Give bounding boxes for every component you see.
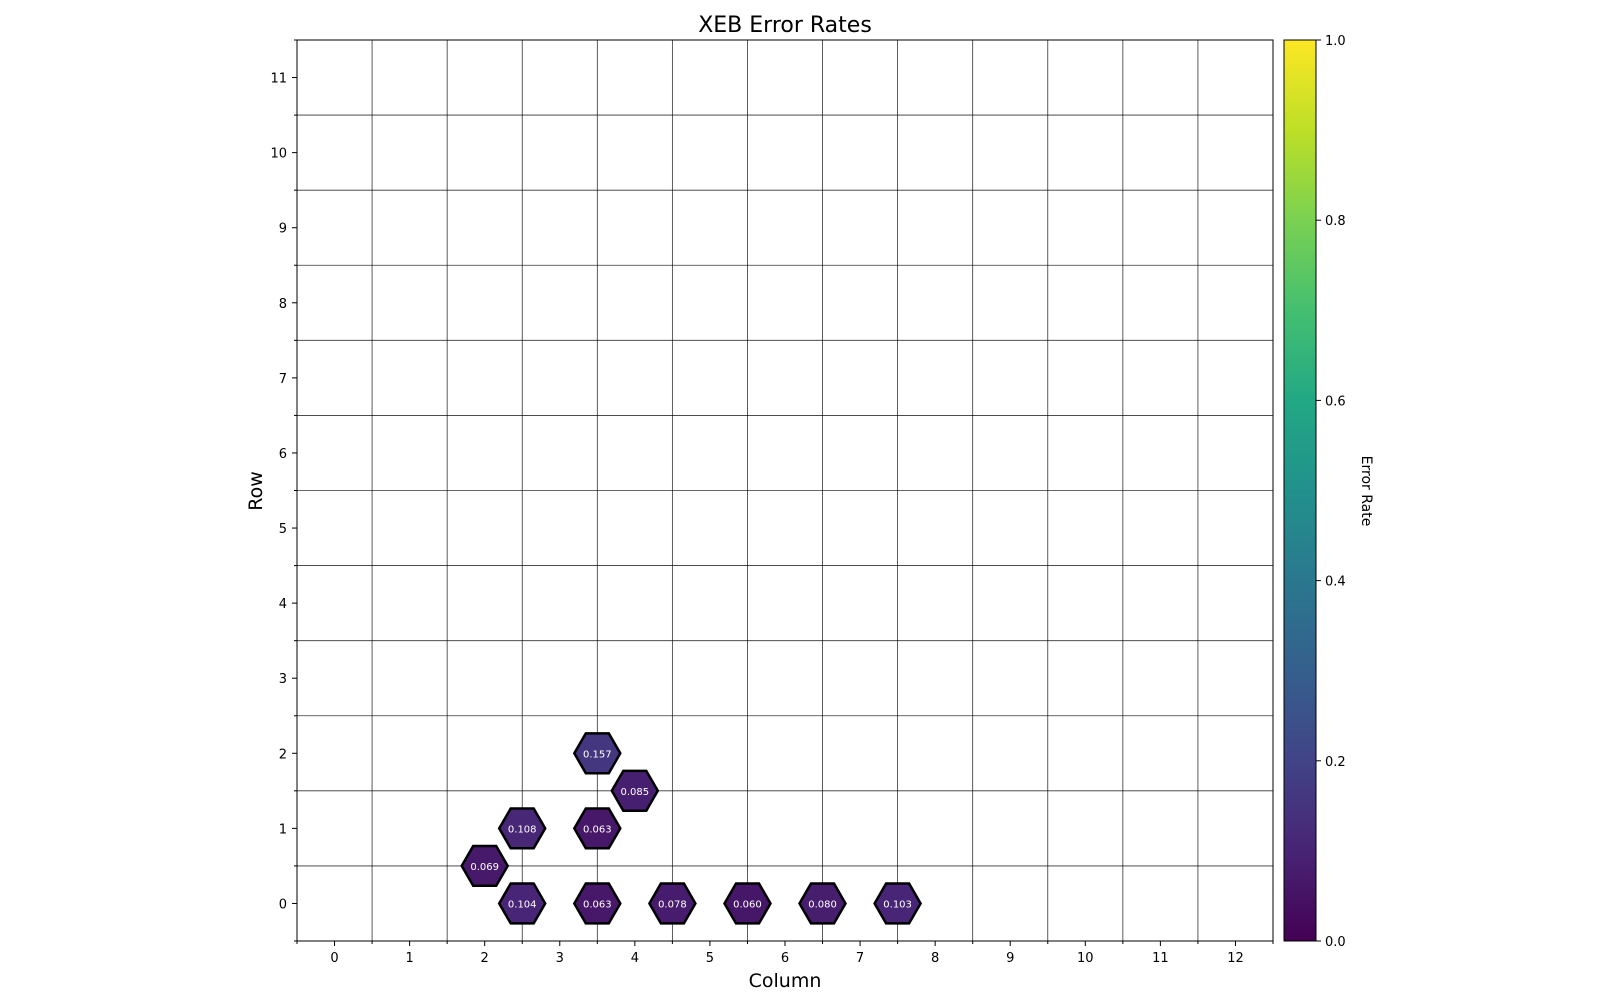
x-tick-label: 7 <box>856 951 864 966</box>
x-tick-label: 12 <box>1227 951 1244 966</box>
qubit-hexagon <box>798 882 847 925</box>
chart-title: XEB Error Rates <box>698 13 872 38</box>
qubit-marker: 0.157 <box>572 732 622 775</box>
x-axis-label: Column <box>749 970 822 992</box>
qubit-hexagon <box>723 882 772 925</box>
y-tick-label: 0 <box>279 897 287 912</box>
colorbar-tick-label: 0.4 <box>1325 575 1346 590</box>
qubit-marker: 0.104 <box>497 882 547 925</box>
qubit-hexagon <box>572 807 622 850</box>
qubit-error-label: 0.103 <box>883 899 912 910</box>
y-tick-label: 2 <box>279 747 287 762</box>
colorbar-tick-label: 0.0 <box>1325 935 1346 950</box>
y-axis-label: Row <box>245 471 267 511</box>
qubit-hexagon <box>572 882 622 925</box>
y-tick-label: 4 <box>279 597 287 612</box>
qubit-marker: 0.063 <box>572 807 622 850</box>
qubit-hexagon <box>873 882 923 925</box>
y-tick-label: 8 <box>279 297 287 312</box>
x-tick-label: 0 <box>330 951 338 966</box>
qubit-marker: 0.060 <box>723 882 772 925</box>
x-tick-label: 4 <box>631 951 639 966</box>
y-tick-label: 11 <box>270 72 287 87</box>
x-tick-label: 5 <box>706 951 714 966</box>
qubit-error-label: 0.157 <box>583 749 612 760</box>
qubit-error-label: 0.085 <box>621 787 650 798</box>
colorbar-tick-label: 0.2 <box>1325 755 1346 770</box>
qubit-marker: 0.078 <box>647 882 697 925</box>
qubit-error-label: 0.060 <box>733 899 762 910</box>
x-tick-label: 10 <box>1077 951 1094 966</box>
y-tick-label: 1 <box>279 822 287 837</box>
plot-frame <box>296 39 1274 942</box>
x-tick-label: 9 <box>1006 951 1014 966</box>
x-tick-label: 1 <box>405 951 413 966</box>
colorbar <box>1283 39 1317 942</box>
qubit-marker: 0.063 <box>572 882 622 925</box>
y-tick-label: 6 <box>279 447 287 462</box>
y-tick-label: 3 <box>279 672 287 687</box>
qubit-error-label: 0.069 <box>470 862 499 873</box>
qubit-hexagon <box>497 807 547 850</box>
x-tick-label: 2 <box>481 951 489 966</box>
y-tick-label: 9 <box>279 222 287 237</box>
qubit-error-label: 0.104 <box>508 899 537 910</box>
x-tick-label: 3 <box>556 951 564 966</box>
qubit-marker: 0.108 <box>497 807 547 850</box>
colorbar-tick-label: 0.8 <box>1325 214 1346 229</box>
qubit-error-label: 0.078 <box>658 899 687 910</box>
colorbar-tick-label: 1.0 <box>1325 34 1346 49</box>
qubit-hexagon <box>647 882 697 925</box>
qubit-error-label: 0.063 <box>583 899 612 910</box>
colorbar-label: Error Rate <box>1358 456 1374 527</box>
qubit-error-label: 0.108 <box>508 824 537 835</box>
colorbar-tick-label: 0.6 <box>1325 394 1346 409</box>
qubit-marker: 0.069 <box>460 844 510 888</box>
x-tick-label: 11 <box>1152 951 1169 966</box>
y-tick-label: 7 <box>279 372 287 387</box>
qubit-hexagon <box>572 732 622 775</box>
qubit-hexagon <box>497 882 547 925</box>
colorbar-ticks: 0.0 0.2 0.4 0.6 0.8 1.0 <box>1316 34 1346 950</box>
qubit-marker: 0.103 <box>873 882 923 925</box>
qubit-markers: 0.157 0.085 0.108 0.063 0.069 0.104 0.063 0.078… <box>460 732 923 925</box>
qubit-error-label: 0.063 <box>583 824 612 835</box>
y-tick-label: 10 <box>270 147 287 162</box>
y-tick-label: 5 <box>279 522 287 537</box>
x-tick-label: 6 <box>781 951 789 966</box>
qubit-hexagon <box>610 769 660 813</box>
x-tick-label: 8 <box>931 951 939 966</box>
grid-lines <box>297 40 1273 941</box>
qubit-hexagon <box>460 844 510 888</box>
qubit-error-label: 0.080 <box>808 899 837 910</box>
qubit-marker: 0.080 <box>798 882 847 925</box>
qubit-marker: 0.085 <box>610 769 660 813</box>
